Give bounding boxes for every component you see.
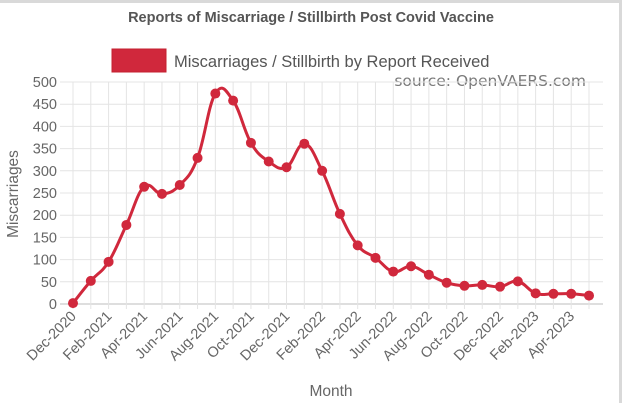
data-point[interactable] <box>156 188 167 199</box>
grid <box>60 81 603 309</box>
data-point[interactable] <box>584 290 594 301</box>
data-point[interactable] <box>121 219 132 230</box>
y-tick-label: 400 <box>33 119 57 135</box>
y-tick-label: 350 <box>33 142 57 158</box>
data-point[interactable] <box>281 162 292 173</box>
data-point[interactable] <box>370 252 381 263</box>
data-point[interactable] <box>263 156 274 167</box>
data-point[interactable] <box>228 95 239 106</box>
top-border <box>0 0 622 3</box>
data-point[interactable] <box>68 298 78 309</box>
legend[interactable]: Miscarriages / Stillbirth by Report Rece… <box>111 48 489 73</box>
data-point[interactable] <box>174 180 185 191</box>
data-point[interactable] <box>548 288 559 299</box>
y-tick-label: 250 <box>33 186 57 202</box>
chart-title: Reports of Miscarriage / Stillbirth Post… <box>128 10 494 26</box>
data-point[interactable] <box>406 261 417 272</box>
data-point[interactable] <box>512 276 523 287</box>
data-point[interactable] <box>299 138 310 149</box>
data-point[interactable] <box>192 152 203 163</box>
data-points <box>68 88 594 309</box>
source-annotation: source: OpenVAERS.com <box>394 72 586 90</box>
y-tick-label: 0 <box>49 297 57 313</box>
right-border <box>619 0 622 403</box>
y-tick-label: 500 <box>33 75 57 91</box>
data-point[interactable] <box>495 281 506 292</box>
legend-swatch <box>111 48 167 73</box>
data-point[interactable] <box>388 266 399 277</box>
data-point[interactable] <box>317 165 328 176</box>
data-point[interactable] <box>103 256 114 267</box>
data-point[interactable] <box>245 137 256 148</box>
legend-label: Miscarriages / Stillbirth by Report Rece… <box>174 53 489 71</box>
x-axis: Dec-2020Feb-2021Apr-2021Jun-2021Aug-2021… <box>24 309 578 365</box>
data-point[interactable] <box>139 181 150 192</box>
data-point[interactable] <box>459 280 470 291</box>
data-point[interactable] <box>210 88 221 99</box>
data-point[interactable] <box>441 277 452 288</box>
y-tick-label: 50 <box>41 275 57 291</box>
data-point[interactable] <box>566 288 577 299</box>
data-point[interactable] <box>530 288 541 299</box>
y-tick-label: 150 <box>33 230 57 246</box>
y-tick-label: 100 <box>33 253 57 269</box>
data-point[interactable] <box>85 275 96 286</box>
series-line <box>71 86 590 305</box>
y-tick-label: 200 <box>33 208 57 224</box>
y-tick-label: 450 <box>33 97 57 113</box>
y-tick-label: 300 <box>33 164 57 180</box>
data-point[interactable] <box>334 208 345 219</box>
x-axis-title: Month <box>309 383 352 400</box>
y-axis-title: Miscarriages <box>5 150 22 238</box>
data-point[interactable] <box>477 279 488 290</box>
data-point[interactable] <box>352 240 363 251</box>
data-point[interactable] <box>423 269 434 280</box>
y-axis: 0 50 100 150 200 250 300 350 400 450 500 <box>33 75 57 313</box>
